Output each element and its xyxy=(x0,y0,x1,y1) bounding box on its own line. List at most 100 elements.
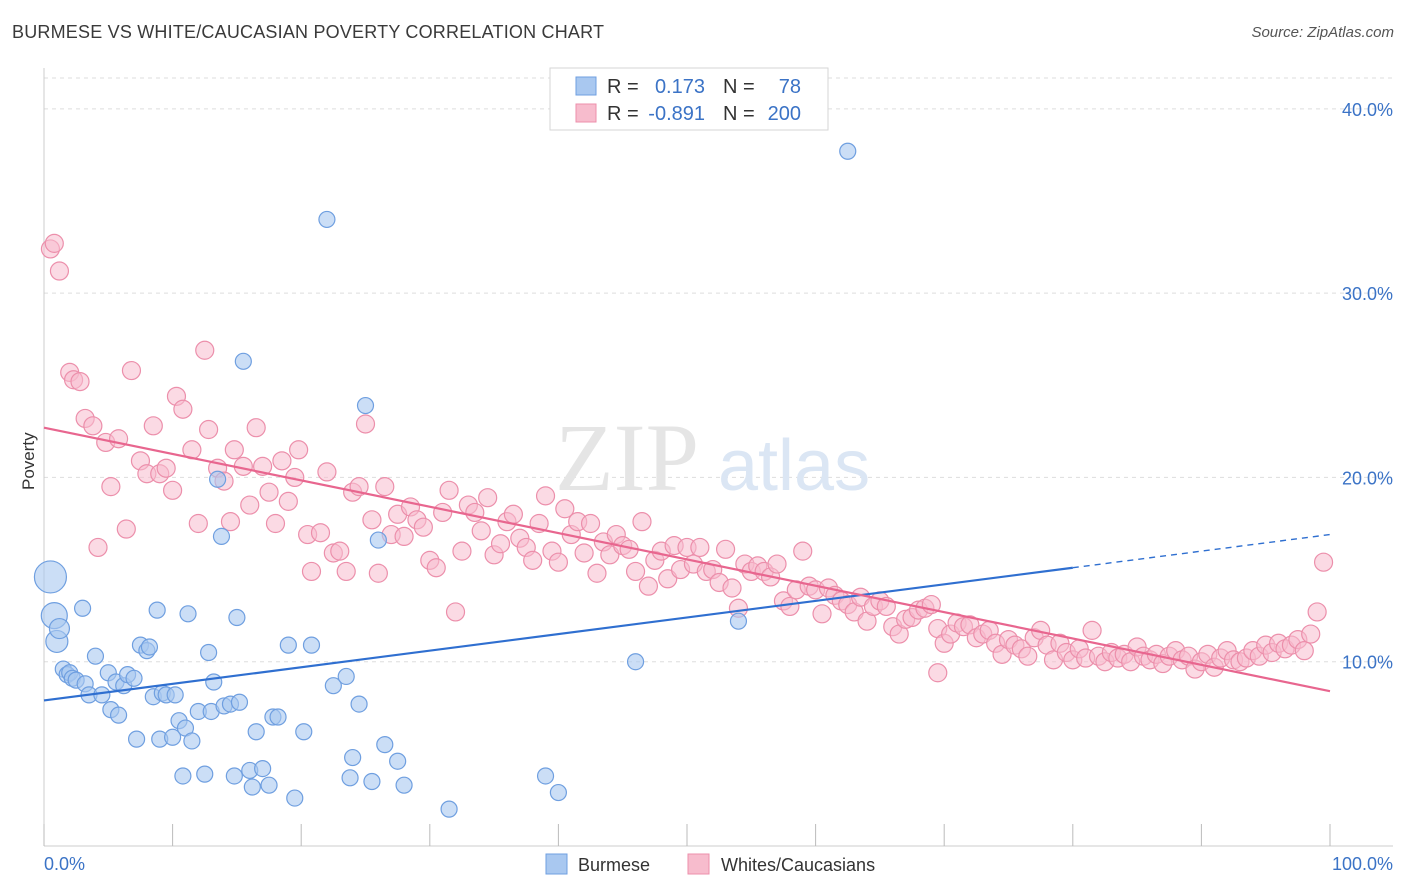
point-burmese xyxy=(230,693,249,711)
point-whites xyxy=(555,499,575,519)
y-tick-label: 10.0% xyxy=(1342,653,1393,673)
y-tick-label: 20.0% xyxy=(1342,468,1393,488)
x-tick-label-max: 100.0% xyxy=(1332,854,1393,874)
point-burmese xyxy=(286,789,304,807)
point-burmese xyxy=(318,210,336,229)
point-whites xyxy=(336,561,356,582)
point-burmese xyxy=(376,736,394,754)
series-burmese-points xyxy=(33,142,857,818)
watermark-atlas: atlas xyxy=(718,426,870,506)
point-whites xyxy=(44,233,64,253)
point-whites xyxy=(368,563,388,583)
point-burmese xyxy=(243,778,261,796)
y-tick-label: 30.0% xyxy=(1342,284,1393,304)
y-tick-labels: 10.0% 20.0% 30.0% 40.0% xyxy=(1342,100,1393,673)
point-whites xyxy=(690,537,710,558)
point-whites xyxy=(101,477,121,497)
point-whites xyxy=(928,663,948,683)
point-whites xyxy=(1082,620,1102,640)
point-whites xyxy=(265,513,286,534)
point-whites xyxy=(116,519,136,539)
point-whites xyxy=(471,521,491,541)
point-whites xyxy=(88,537,108,558)
point-whites xyxy=(362,510,382,530)
point-whites xyxy=(143,416,163,436)
point-burmese xyxy=(183,732,201,750)
point-whites xyxy=(355,414,376,434)
trend-lines xyxy=(43,426,1331,702)
point-whites xyxy=(375,477,395,497)
point-burmese xyxy=(341,769,359,787)
point-whites xyxy=(224,440,244,460)
point-whites xyxy=(439,480,459,500)
point-burmese xyxy=(166,686,184,704)
point-whites xyxy=(478,488,498,508)
point-whites xyxy=(259,482,279,502)
point-whites xyxy=(330,541,350,561)
legend-n-label-2: N = xyxy=(723,103,755,125)
point-burmese xyxy=(269,708,287,726)
point-whites xyxy=(490,534,511,554)
point-whites xyxy=(163,480,183,500)
point-burmese xyxy=(200,643,218,662)
point-whites xyxy=(445,602,466,622)
point-burmese xyxy=(260,776,278,794)
point-burmese xyxy=(140,638,159,656)
point-whites xyxy=(722,578,742,598)
legend-top: R = 0.173 N = 78 R = -0.891 N = 200 xyxy=(549,67,829,131)
legend-bottom: Burmese Whites/Caucasians xyxy=(545,853,875,875)
point-whites xyxy=(246,418,266,438)
point-burmese xyxy=(234,352,252,370)
point-whites xyxy=(278,491,298,511)
point-burmese xyxy=(344,748,362,767)
point-whites xyxy=(199,419,219,440)
point-burmese xyxy=(164,728,182,746)
point-whites xyxy=(289,440,309,460)
point-whites xyxy=(240,495,260,515)
point-burmese xyxy=(109,706,128,724)
point-burmese xyxy=(225,767,243,785)
point-burmese xyxy=(73,599,92,617)
legend-bottom-label-burmese: Burmese xyxy=(578,855,650,875)
point-burmese xyxy=(369,531,387,549)
point-whites xyxy=(394,526,414,547)
point-whites xyxy=(587,563,607,583)
point-whites xyxy=(317,462,337,482)
point-burmese xyxy=(279,636,297,654)
point-whites xyxy=(767,554,787,574)
point-burmese xyxy=(302,636,321,654)
point-burmese xyxy=(205,673,223,691)
point-whites xyxy=(1307,602,1327,622)
point-burmese xyxy=(295,723,313,741)
legend-swatch-burmese xyxy=(575,76,597,96)
point-burmese xyxy=(626,653,645,671)
series-whites-points xyxy=(40,233,1334,683)
legend-n-value-1: 78 xyxy=(779,76,801,98)
point-burmese xyxy=(440,800,458,818)
point-burmese xyxy=(174,767,192,785)
point-whites xyxy=(812,604,832,624)
trendline-whites xyxy=(43,426,1331,693)
y-axis-label: Poverty xyxy=(19,432,38,490)
point-burmese xyxy=(93,686,111,704)
point-whites xyxy=(83,416,103,436)
point-whites xyxy=(433,502,453,523)
point-whites xyxy=(1313,552,1334,572)
point-burmese xyxy=(536,767,555,785)
point-whites xyxy=(188,513,208,534)
legend-bottom-swatch-whites xyxy=(687,853,710,875)
point-burmese xyxy=(148,601,166,619)
point-whites xyxy=(638,576,659,596)
point-whites xyxy=(426,558,446,578)
legend-n-label-1: N = xyxy=(723,76,755,98)
legend-r-label-2: R = xyxy=(607,103,639,125)
point-whites xyxy=(580,513,601,534)
point-whites xyxy=(413,517,433,537)
point-burmese xyxy=(363,772,381,791)
point-whites xyxy=(156,458,176,478)
point-burmese xyxy=(729,612,748,630)
point-whites xyxy=(220,512,241,532)
point-burmese xyxy=(839,142,857,160)
legend-swatch-whites xyxy=(575,103,597,123)
point-whites xyxy=(625,561,646,582)
